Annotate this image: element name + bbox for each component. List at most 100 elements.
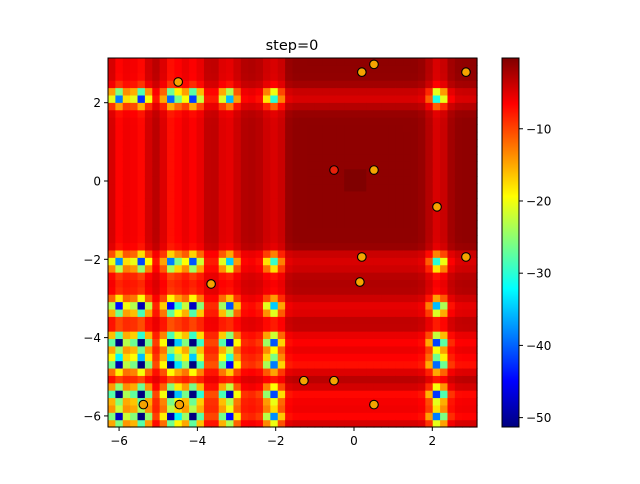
heatmap-cell [181, 308, 190, 317]
heatmap-cell [270, 227, 279, 236]
heatmap-cell [248, 80, 257, 89]
heatmap-cell [152, 345, 161, 354]
heatmap-cell [211, 360, 220, 369]
scatter-point [369, 59, 379, 70]
heatmap-cell [240, 153, 249, 162]
colorbar-segment [502, 59, 519, 61]
heatmap-cell [181, 72, 190, 81]
heatmap-cell [122, 102, 131, 111]
heatmap-cell [277, 338, 286, 347]
heatmap-cell [203, 331, 212, 340]
heatmap-cell [108, 176, 116, 185]
heatmap-cell [218, 367, 227, 376]
heatmap-cell [152, 286, 161, 295]
heatmap-cell [454, 249, 463, 258]
heatmap-cell [351, 212, 360, 221]
heatmap-cell [277, 102, 286, 111]
heatmap-cell [277, 382, 286, 391]
heatmap-cell [292, 190, 301, 199]
heatmap-cell [167, 65, 176, 74]
heatmap-cell [410, 382, 419, 391]
heatmap-cell [462, 146, 471, 155]
heatmap-cell [425, 235, 434, 244]
heatmap-cell [381, 146, 390, 155]
heatmap-cell [388, 161, 397, 170]
heatmap-cell [167, 382, 176, 391]
colorbar-segment [502, 423, 519, 425]
heatmap-cell [462, 360, 471, 369]
heatmap-cell [203, 308, 212, 317]
heatmap-cell [240, 242, 249, 251]
heatmap-cell [270, 153, 279, 162]
heatmap-cell [255, 323, 264, 332]
heatmap-cell [366, 131, 375, 140]
heatmap-cell [181, 279, 190, 288]
heatmap-cell [440, 94, 449, 103]
heatmap-cell [130, 168, 139, 177]
heatmap-cell [137, 153, 146, 162]
heatmap-cell [174, 242, 183, 251]
heatmap-cell [410, 249, 419, 258]
heatmap-cell [366, 87, 375, 96]
colorbar-segment [502, 58, 519, 60]
heatmap-cell [152, 72, 161, 81]
heatmap-cell [292, 412, 301, 421]
heatmap-cell [203, 286, 212, 295]
heatmap-cell [410, 331, 419, 340]
heatmap-cell [115, 323, 124, 332]
heatmap-cell [137, 286, 146, 295]
heatmap-cell [108, 360, 116, 369]
heatmap-cell [388, 249, 397, 258]
colorbar-segment [502, 395, 519, 397]
heatmap-cell [469, 183, 478, 192]
heatmap-cell [329, 249, 338, 258]
heatmap-cell [189, 227, 198, 236]
heatmap-cell [366, 220, 375, 229]
colorbar-segment [502, 175, 519, 177]
heatmap-cell [196, 360, 205, 369]
heatmap-cell [366, 109, 375, 118]
heatmap-cell [211, 220, 220, 229]
heatmap-cell [181, 353, 190, 362]
heatmap-cell [440, 198, 449, 207]
heatmap-cell [351, 168, 360, 177]
heatmap-cell [211, 264, 220, 273]
heatmap-cell [322, 235, 330, 244]
heatmap-cell [233, 412, 242, 421]
heatmap-cell [410, 301, 419, 310]
heatmap-cell [248, 382, 257, 391]
heatmap-cell [285, 72, 294, 81]
colorbar-segment [502, 281, 519, 283]
heatmap-cell [189, 183, 198, 192]
heatmap-cell [130, 65, 139, 74]
heatmap-cell [373, 353, 382, 362]
heatmap-cell [108, 205, 116, 214]
heatmap-cell [255, 367, 264, 376]
colorbar-segment [502, 367, 519, 369]
colorbar-segment [502, 167, 519, 169]
heatmap-cell [403, 131, 412, 140]
heatmap-cell [417, 190, 426, 199]
heatmap-cell [159, 131, 168, 140]
heatmap-cell [144, 117, 153, 126]
colorbar-segment [502, 247, 519, 249]
heatmap-cell [122, 131, 131, 140]
heatmap-cell [366, 272, 375, 280]
heatmap-cell [115, 176, 124, 185]
heatmap-cell [314, 375, 323, 384]
heatmap-cell [410, 375, 419, 384]
heatmap-cell [395, 249, 404, 258]
heatmap-cell [358, 382, 367, 391]
heatmap-cell [314, 404, 323, 413]
heatmap-cell [417, 375, 426, 384]
colorbar-segment [502, 337, 519, 339]
heatmap-cell [108, 338, 116, 347]
heatmap-cell [226, 345, 235, 354]
heatmap-cell [403, 249, 412, 258]
colorbar-segment [502, 359, 519, 361]
heatmap-cell [152, 176, 161, 185]
heatmap-cell [240, 249, 249, 258]
colorbar-segment [502, 96, 519, 98]
heatmap-cell [336, 153, 345, 162]
colorbar-segment [502, 336, 519, 338]
